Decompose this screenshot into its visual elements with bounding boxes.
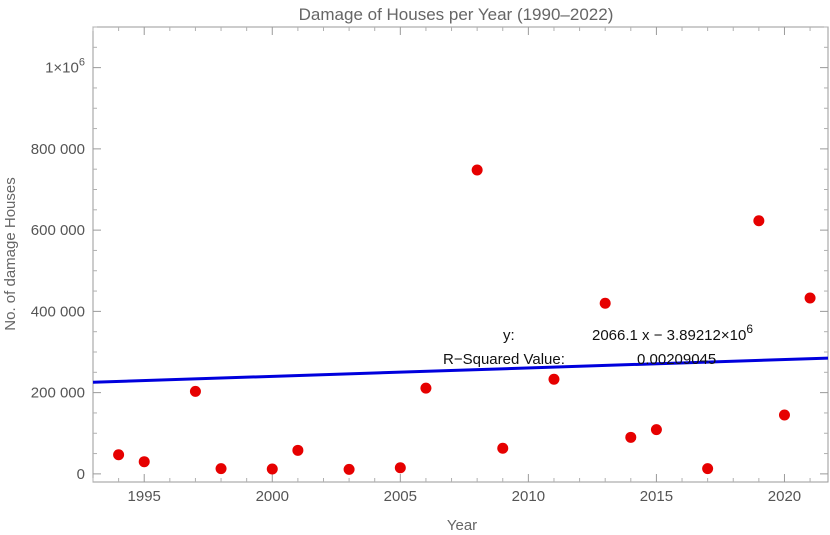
data-point: [471, 164, 483, 176]
data-point: [753, 215, 765, 227]
x-axis-label: Year: [447, 517, 477, 534]
annotation-r2-value: 0.00209045: [637, 351, 716, 368]
data-point: [292, 444, 304, 456]
plot-frame: [92, 26, 829, 483]
y-tick-label: 600 000: [31, 222, 85, 239]
chart-title: Damage of Houses per Year (1990–2022): [299, 5, 614, 24]
data-point: [394, 462, 406, 474]
minor-ticks: [92, 26, 828, 482]
data-point: [113, 449, 125, 461]
data-point: [599, 297, 611, 309]
data-point: [266, 463, 278, 475]
x-tick-label: 2000: [256, 488, 289, 505]
y-tick-label: 200 000: [31, 385, 85, 402]
x-tick-label: 1995: [128, 488, 161, 505]
x-tick-label: 2020: [768, 488, 801, 505]
data-point: [625, 431, 637, 443]
data-point: [138, 456, 150, 468]
data-point: [650, 424, 662, 436]
x-tick-label: 2015: [640, 488, 673, 505]
x-tick-label: 2005: [384, 488, 417, 505]
data-point: [497, 442, 509, 454]
trend-line: [92, 356, 829, 384]
x-axis-ticks: 1995 2000 2005 2010 2015 2020: [128, 27, 801, 505]
data-point: [420, 382, 432, 394]
data-point: [189, 385, 201, 397]
data-point: [778, 409, 790, 421]
data-point: [702, 463, 714, 475]
y-axis-label: No. of damage Houses: [2, 177, 19, 330]
y-tick-label: 0: [77, 466, 85, 483]
y-tick-label: 400 000: [31, 303, 85, 320]
y-axis-ticks: 0 200 000 400 000 600 000 800 000 1×106: [31, 57, 828, 483]
regression-annotation: y: 2066.1 x − 3.89212×106 R−Squared Valu…: [443, 322, 753, 368]
data-point: [215, 463, 227, 475]
annotation-r2-label: R−Squared Value:: [443, 351, 565, 368]
x-tick-label: 2010: [512, 488, 545, 505]
data-points: [113, 164, 816, 475]
y-tick-label: 1×106: [45, 57, 85, 77]
annotation-equation: 2066.1 x − 3.89212×106: [592, 322, 753, 344]
y-tick-label: 800 000: [31, 141, 85, 158]
equation-exponent: 6: [746, 322, 753, 336]
data-point: [343, 463, 355, 475]
data-point: [804, 292, 816, 304]
data-point: [548, 373, 560, 385]
annotation-y-label: y:: [503, 327, 515, 344]
